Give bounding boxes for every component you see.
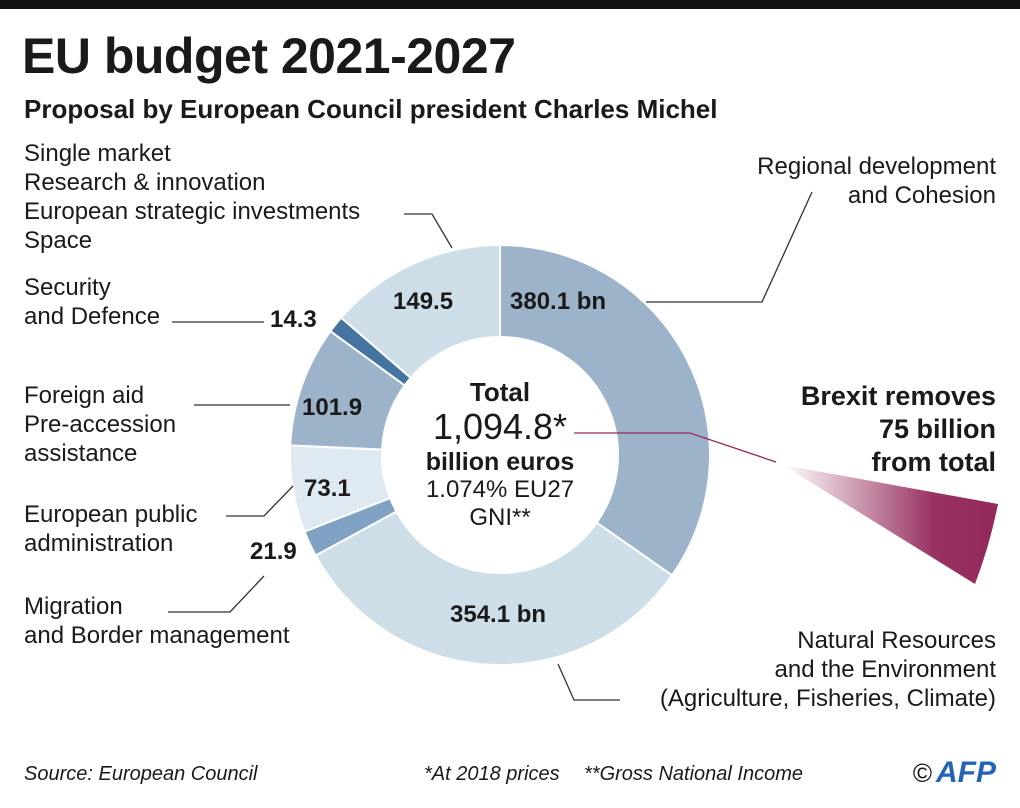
- chart-subtitle: Proposal by European Council president C…: [24, 94, 718, 124]
- total-unit: billion euros: [425, 448, 575, 476]
- category-label-regional: Regional development and Cohesion: [757, 152, 996, 210]
- label-line: administration: [24, 530, 174, 557]
- label-line: Pre-accession: [24, 411, 177, 438]
- leader-natural: [557, 663, 620, 701]
- value-label-natural: 354.1 bn: [450, 601, 547, 628]
- leader-brexit: [574, 432, 777, 463]
- annotation-line: Brexit removes: [800, 381, 996, 411]
- label-line: and the Environment: [774, 656, 996, 683]
- label-line: Single market: [24, 140, 171, 167]
- brexit-annotation: Brexit removes 75 billion from total: [801, 380, 996, 479]
- slice-single-market: [339, 243, 501, 380]
- footnote-gni: **Gross National Income: [584, 763, 803, 785]
- label-line: Foreign aid: [24, 382, 145, 409]
- footnote-prices: *At 2018 prices: [424, 763, 560, 785]
- top-rule: [0, 0, 1020, 9]
- label-line: Natural Resources: [797, 627, 996, 654]
- label-line: assistance: [24, 440, 138, 467]
- label-line: and Cohesion: [847, 182, 996, 209]
- copyright-symbol: ©: [912, 758, 932, 788]
- category-label-single-market: Single market Research & innovation Euro…: [24, 139, 360, 255]
- brexit-wedge: [783, 465, 998, 584]
- category-label-natural: Natural Resources and the Environment (A…: [660, 626, 996, 713]
- category-label-foreign: Foreign aid Pre-accession assistance: [24, 381, 176, 468]
- label-line: Migration: [24, 593, 123, 620]
- slice-regional: [499, 243, 711, 577]
- afp-wordmark: AFP: [936, 756, 996, 789]
- value-label-single-market: 149.5: [393, 288, 454, 315]
- category-label-migration: Migration and Border management: [24, 592, 290, 650]
- total-block: Total 1,094.8* billion euros 1.074% EU27…: [390, 378, 610, 532]
- value-label-foreign: 101.9: [302, 394, 363, 421]
- category-label-security: Security and Defence: [24, 273, 160, 331]
- annotation-line: 75 billion: [878, 414, 996, 444]
- label-line: European strategic investments: [24, 198, 361, 225]
- total-value: 1,094.8*: [432, 406, 568, 447]
- label-line: Research & innovation: [24, 169, 266, 196]
- slice-natural: [314, 510, 674, 666]
- chart-title: EU budget 2021-2027: [22, 28, 516, 84]
- total-share: 1.074% EU27: [425, 476, 575, 503]
- label-line: and Border management: [24, 622, 290, 649]
- total-share-unit: GNI**: [469, 504, 531, 531]
- annotation-line: from total: [871, 447, 997, 477]
- label-line: Security: [24, 274, 111, 301]
- source-note: Source: European Council: [24, 763, 258, 785]
- label-line: European public: [24, 501, 198, 528]
- leader-single-market: [404, 213, 453, 249]
- label-line: Regional development: [757, 153, 996, 180]
- label-line: Space: [24, 227, 93, 254]
- category-label-public-admin: European public administration: [24, 500, 197, 558]
- value-label-security: 14.3: [270, 306, 317, 333]
- leader-public-admin: [226, 485, 294, 517]
- afp-logo: © AFP: [913, 756, 996, 790]
- leader-migration: [168, 575, 265, 613]
- label-line: (Agriculture, Fisheries, Climate): [659, 685, 996, 712]
- value-label-regional: 380.1 bn: [510, 288, 607, 315]
- total-label: Total: [469, 377, 531, 407]
- value-label-public-admin: 73.1: [304, 475, 351, 502]
- label-line: and Defence: [24, 303, 161, 330]
- leader-regional: [646, 191, 813, 303]
- value-label-migration: 21.9: [250, 538, 297, 565]
